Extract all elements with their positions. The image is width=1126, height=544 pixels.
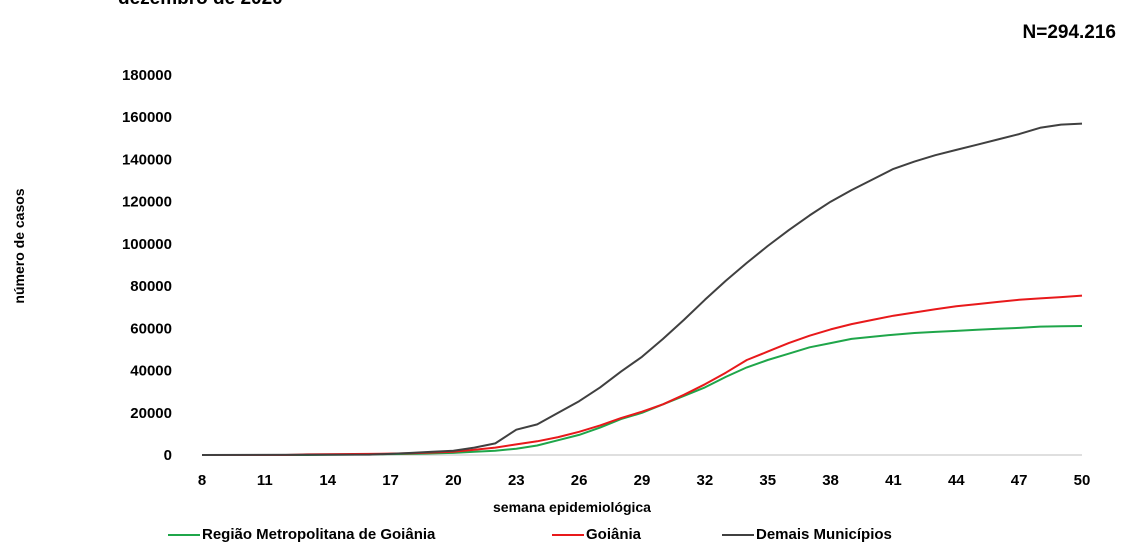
x-tick-label: 17 [382,472,399,489]
y-axis-title: número de casos [11,188,27,303]
legend-item-goiania: Goiânia [552,526,641,543]
x-tick-label: 29 [634,472,651,489]
series-line-0 [202,325,1083,456]
x-tick-label: 14 [319,472,336,489]
chart-title-fragment: dezembro de 2020 [118,0,283,10]
x-axis-ticks: 8 11 14 17 20 23 26 29 32 35 38 41 44 47 50 [198,472,1091,489]
legend-swatch-regiao-metropolitana [168,533,200,536]
x-tick-label: 50 [1074,472,1091,489]
legend-swatch-demais-municipios [722,533,754,536]
legend-swatch-goiania [552,533,584,536]
y-tick-label: 80000 [130,278,172,295]
x-tick-label: 8 [198,472,206,489]
y-tick-label: 120000 [122,194,172,211]
x-tick-label: 41 [885,472,902,489]
y-tick-label: 20000 [130,405,172,422]
series-line-2 [201,122,1083,456]
x-tick-label: 20 [445,472,462,489]
y-tick-label: 100000 [122,236,172,253]
x-tick-label: 38 [822,472,839,489]
line-chart: 0 20000 40000 60000 80000 100000 120000 140000 1… [11,67,1091,515]
x-tick-label: 32 [697,472,714,489]
x-axis-title: semana epidemiológica [493,499,651,515]
y-tick-label: 160000 [122,109,172,126]
series-lines [201,122,1083,456]
y-tick-label: 140000 [122,151,172,168]
x-tick-label: 26 [571,472,588,489]
x-tick-label: 11 [257,472,273,489]
y-axis-ticks: 0 20000 40000 60000 80000 100000 120000 140000 1… [122,67,172,464]
y-tick-label: 40000 [130,363,172,380]
x-tick-label: 23 [508,472,525,489]
y-tick-label: 0 [164,447,172,464]
legend-label-demais-municipios: Demais Municípios [756,526,892,543]
legend-label-goiania: Goiânia [586,526,642,543]
legend-item-demais-municipios: Demais Municípios [722,526,892,543]
x-tick-label: 35 [759,472,776,489]
legend-label-regiao-metropolitana: Região Metropolitana de Goiânia [202,526,436,543]
x-tick-label: 47 [1011,472,1028,489]
y-tick-label: 60000 [130,320,172,337]
y-tick-label: 180000 [122,67,172,84]
series-line-1 [202,294,1083,456]
sample-size-label: N=294.216 [1022,22,1117,43]
legend-item-regiao-metropolitana: Região Metropolitana de Goiânia [168,526,435,543]
x-tick-label: 44 [948,472,965,489]
